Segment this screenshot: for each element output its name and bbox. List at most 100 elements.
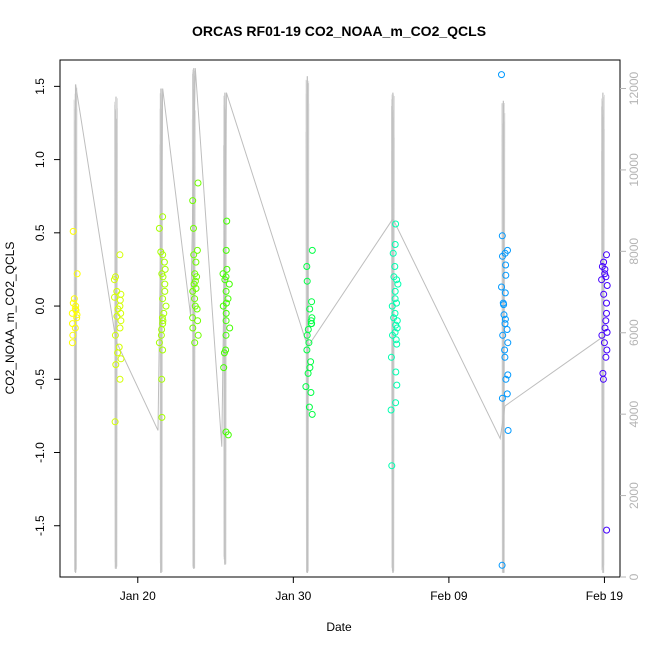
data-point-4-7 bbox=[224, 295, 232, 303]
data-point-1-14 bbox=[117, 355, 125, 363]
data-point-3-5 bbox=[192, 258, 200, 266]
y-tick-label-1: -1.0 bbox=[33, 442, 47, 463]
data-point-6-12 bbox=[393, 317, 401, 325]
data-point-8-0 bbox=[603, 251, 610, 259]
data-point-8-7 bbox=[603, 282, 611, 289]
data-point-6-24 bbox=[391, 263, 399, 270]
data-point-4-16 bbox=[220, 364, 228, 372]
data-point-5-19 bbox=[307, 320, 315, 328]
data-point-2-7 bbox=[159, 273, 167, 281]
data-point-2-1 bbox=[155, 224, 163, 232]
data-point-6-25 bbox=[391, 328, 399, 336]
y-tick-label-0: -1.5 bbox=[33, 515, 47, 536]
data-point-8-10 bbox=[603, 309, 610, 317]
data-point-7-6 bbox=[502, 271, 510, 279]
data-point-8-20 bbox=[603, 526, 611, 534]
y2-tick-label-4: 8000 bbox=[627, 238, 641, 265]
data-point-1-16 bbox=[116, 375, 124, 383]
data-point-0-1 bbox=[73, 270, 81, 278]
data-point-2-8 bbox=[161, 287, 169, 295]
data-point-5-9 bbox=[303, 331, 311, 339]
data-point-5-4 bbox=[306, 305, 314, 313]
data-point-8-11 bbox=[602, 317, 610, 325]
data-point-0-9 bbox=[69, 331, 77, 339]
x-tick-label-2: Feb 09 bbox=[430, 589, 468, 603]
data-point-7-18 bbox=[501, 353, 509, 361]
data-point-6-16 bbox=[392, 336, 400, 344]
data-point-7-11 bbox=[500, 311, 508, 319]
data-point-1-18 bbox=[117, 290, 125, 298]
data-point-1-17 bbox=[111, 418, 119, 426]
axes-layer: -1.5 -1.0 -0.5 0.0 0.5 1.0 1.5 0 2000 4000 6000 800… bbox=[33, 71, 641, 603]
data-point-7-13 bbox=[501, 320, 509, 328]
data-point-6-20 bbox=[393, 381, 401, 389]
data-point-7-0 bbox=[498, 71, 505, 79]
data-point-2-0 bbox=[159, 213, 167, 221]
y2-tick-label-0: 0 bbox=[627, 573, 641, 580]
data-point-1-19 bbox=[113, 312, 121, 320]
data-point-4-2 bbox=[223, 265, 231, 273]
data-point-6-1 bbox=[391, 241, 399, 248]
data-point-4-9 bbox=[219, 302, 227, 310]
data-point-7-24 bbox=[498, 561, 506, 569]
y-tick-label-5: 1.0 bbox=[33, 151, 47, 168]
data-point-8-3 bbox=[601, 265, 609, 273]
data-point-7-19 bbox=[504, 371, 512, 379]
data-point-4-12 bbox=[226, 324, 234, 332]
data-point-8-8 bbox=[600, 290, 608, 298]
data-point-3-9 bbox=[190, 280, 198, 288]
data-point-5-17 bbox=[308, 410, 316, 418]
data-point-3-2 bbox=[190, 224, 197, 232]
data-point-2-15 bbox=[157, 331, 165, 339]
data-point-7-15 bbox=[499, 331, 507, 339]
data-point-6-23 bbox=[388, 462, 396, 470]
data-point-6-22 bbox=[387, 406, 395, 414]
y-tick-label-4: 0.5 bbox=[33, 224, 47, 241]
data-point-2-20 bbox=[161, 280, 169, 288]
data-point-1-11 bbox=[111, 331, 119, 339]
y2-tick-label-2: 4000 bbox=[627, 401, 641, 428]
data-point-4-1 bbox=[222, 246, 230, 254]
data-point-8-19 bbox=[599, 375, 607, 383]
data-point-3-16 bbox=[189, 324, 197, 332]
data-point-4-10 bbox=[222, 309, 230, 317]
data-point-6-19 bbox=[392, 368, 400, 376]
y2-tick-label-1: 2000 bbox=[627, 482, 641, 509]
data-point-4-15 bbox=[220, 349, 228, 357]
data-point-3-18 bbox=[191, 339, 199, 347]
data-point-2-16 bbox=[155, 339, 163, 347]
y2-tick-label-5: 10000 bbox=[627, 153, 641, 187]
data-point-4-5 bbox=[225, 280, 233, 288]
data-point-1-4 bbox=[111, 293, 118, 301]
data-point-0-2 bbox=[70, 295, 78, 303]
data-point-8-1 bbox=[600, 258, 608, 266]
data-point-2-11 bbox=[160, 309, 168, 317]
data-point-5-0 bbox=[308, 246, 316, 254]
data-point-7-20 bbox=[502, 375, 510, 383]
data-point-0-13 bbox=[73, 311, 81, 319]
data-point-8-17 bbox=[602, 353, 610, 361]
data-point-7-21 bbox=[503, 390, 511, 398]
data-point-0-10 bbox=[68, 339, 76, 347]
data-point-8-13 bbox=[603, 328, 611, 336]
data-point-2-4 bbox=[160, 258, 168, 266]
data-point-7-5 bbox=[502, 261, 510, 269]
y-axis-label: CO2_NOAA_m_CO2_QCLS bbox=[3, 242, 17, 395]
altitude-track bbox=[75, 68, 604, 447]
data-point-8-15 bbox=[600, 339, 608, 347]
data-point-0-8 bbox=[71, 324, 79, 332]
y-tick-label-6: 1.5 bbox=[33, 78, 47, 95]
data-point-7-16 bbox=[504, 339, 512, 347]
y2-tick-label-3: 6000 bbox=[627, 319, 641, 346]
data-point-6-4 bbox=[393, 276, 401, 284]
chart-title: ORCAS RF01-19 CO2_NOAA_m_CO2_QCLS bbox=[192, 23, 486, 39]
data-point-6-18 bbox=[387, 353, 395, 361]
data-point-6-6 bbox=[391, 287, 399, 295]
data-point-4-13 bbox=[222, 331, 230, 339]
data-point-1-5 bbox=[116, 296, 124, 304]
data-point-1-9 bbox=[117, 317, 125, 325]
data-point-4-11 bbox=[222, 317, 230, 325]
data-point-0-11 bbox=[69, 299, 77, 307]
data-point-4-18 bbox=[224, 431, 232, 439]
data-point-8-6 bbox=[598, 276, 606, 284]
